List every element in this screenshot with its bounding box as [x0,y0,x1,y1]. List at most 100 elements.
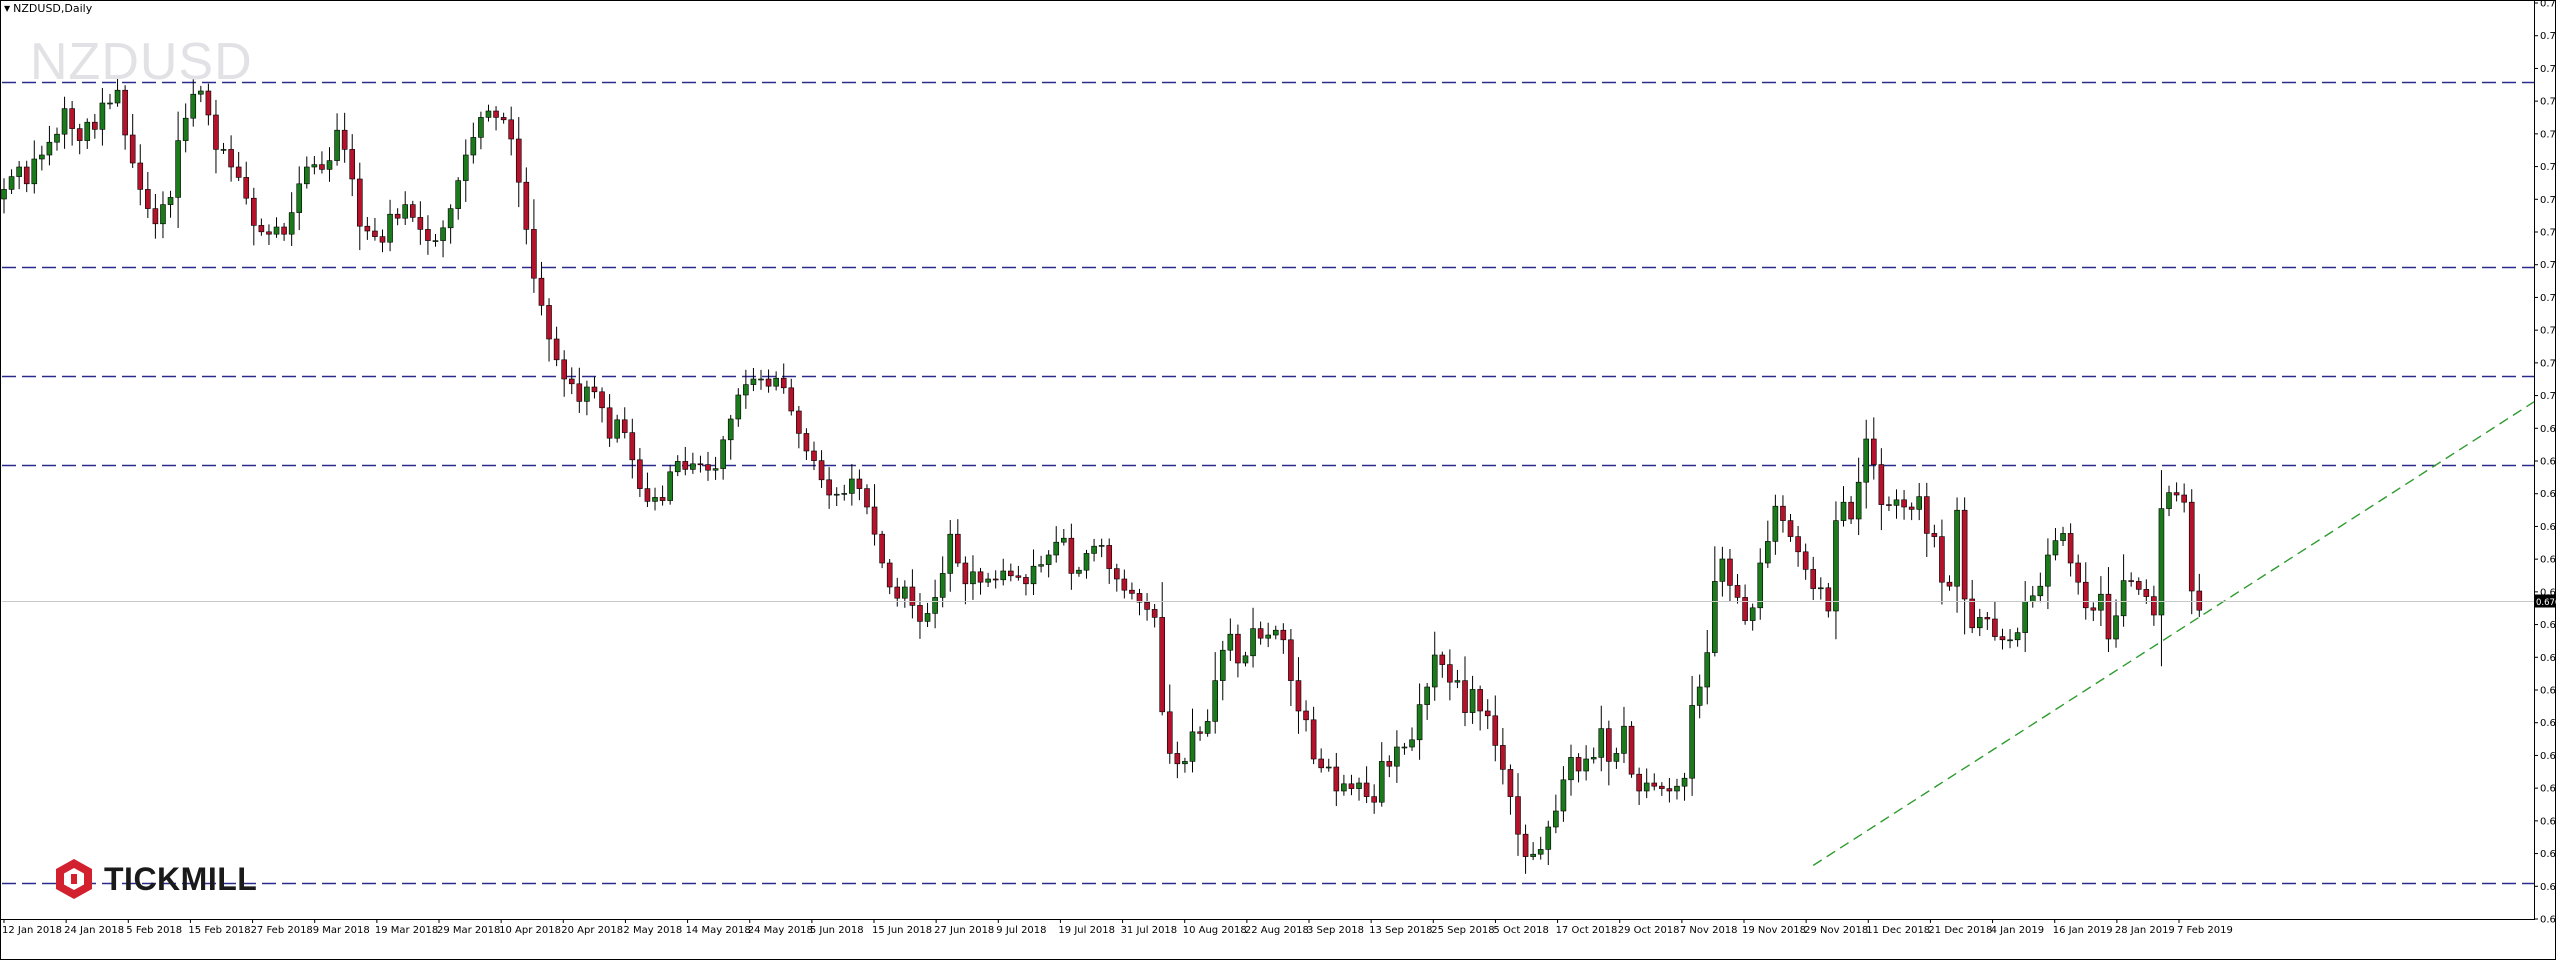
candle [425,215,431,255]
candle-body [1401,746,1408,749]
candle-body [1098,545,1105,547]
time-tick-label: 19 Jul 2018 [1058,925,1115,936]
symbol-timeframe-label[interactable]: ▼ NZDUSD,Daily [4,2,92,15]
tickmill-logo-icon [56,859,92,899]
candle-body [1356,782,1362,789]
candle-body [23,166,30,185]
candle-body [1719,558,1726,582]
candle [606,394,613,447]
candle [1431,631,1438,701]
time-tick-label: 13 Sep 2018 [1369,925,1432,936]
time-tick-label: 28 Jan 2019 [2115,925,2175,936]
candle-body [1886,504,1892,506]
candle-body [1863,438,1870,483]
candle-body [1492,715,1499,746]
candle-body [2105,593,2112,640]
candle [76,123,83,155]
candle-body [387,213,393,243]
candle [1045,550,1052,578]
candle-body [2090,607,2097,611]
candle [198,85,204,103]
candle-body [697,463,704,466]
candle-body [54,133,60,143]
candle [1908,502,1915,521]
dropdown-triangle-icon[interactable]: ▼ [4,4,11,13]
candle [1477,685,1483,731]
candle-body [667,471,673,501]
price-tick-label: 0.68560 [2540,522,2556,533]
price-tick-label: 0.68150 [2540,555,2556,566]
candle [334,113,340,166]
candle [213,99,219,174]
price-tick-label: 0.65290 [2540,784,2556,795]
candle [1848,496,1854,525]
candle-body [1204,721,1211,734]
candle-body [84,121,91,141]
candle [1159,582,1166,716]
candle-body [1257,628,1264,639]
candle-body [2120,580,2127,617]
candle-body [1712,581,1718,653]
candle-body [1174,753,1181,765]
candle [1484,699,1491,730]
candle [1522,824,1529,874]
price-tick-label: 0.72250 [2540,228,2556,239]
candle-body [251,197,257,226]
candle [440,220,446,258]
candle [1863,419,1870,509]
candle-body [1772,505,1779,542]
time-tick-label: 24 May 2018 [748,925,813,936]
candle-body [1076,569,1082,574]
candle-body [137,162,144,190]
candle-body [46,141,53,156]
candle [379,229,386,253]
candle [1227,618,1234,661]
candle-body [190,93,197,119]
candle [818,450,825,488]
candle [1166,684,1173,764]
time-tick-label: 31 Jul 2018 [1121,925,1178,936]
candle-body [1598,728,1605,758]
candle [1272,625,1279,640]
candle [341,112,348,163]
candle-body [425,229,431,241]
candle-body [1454,680,1461,683]
candle-body [364,225,371,232]
candle [2143,579,2150,604]
candle [1053,526,1060,563]
candle [145,171,151,219]
candle [1113,563,1120,592]
candle [1992,601,1998,641]
candle [1568,744,1574,796]
candle-body [1734,585,1741,598]
candle-body [1151,609,1158,618]
candle [955,519,961,567]
time-tick-label: 16 Jan 2019 [2053,925,2113,936]
candle-body [788,387,795,412]
time-tick-label: 20 Apr 2018 [561,925,623,936]
candle-body [947,533,954,574]
candle-body [1946,581,1953,587]
candle [205,83,212,126]
candle-body [811,450,817,461]
candle [2052,528,2059,561]
candle [932,579,938,629]
candle-body [962,562,969,585]
candle-body [326,160,333,170]
candle [1886,496,1892,511]
candle-body [409,204,416,218]
candle-body [462,154,469,181]
candlestick-series [1,75,2203,874]
candle-body [1265,634,1271,639]
candle-body [1833,520,1839,612]
candle [1098,538,1105,558]
candle [1787,513,1794,542]
candle-body [2173,492,2180,496]
candle [1469,675,1476,724]
candle-body [750,378,757,385]
price-tick-label: 0.71430 [2540,293,2556,304]
candle [1303,700,1309,732]
candle-body [1749,607,1756,621]
